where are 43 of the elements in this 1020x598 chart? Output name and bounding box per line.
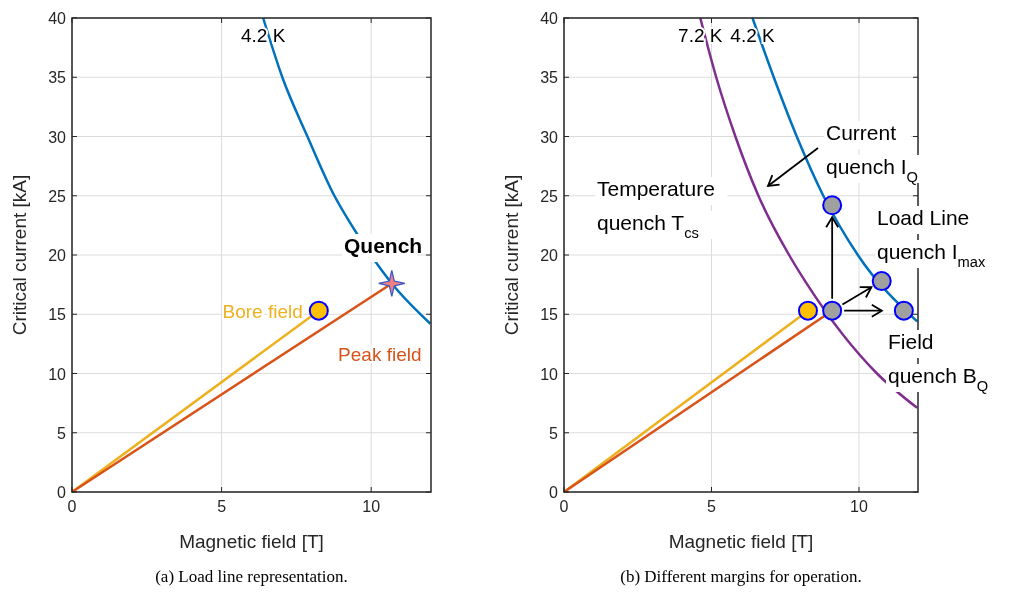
point: [797, 300, 818, 321]
annotation: Temperature quench T$_{cs}$: [597, 177, 715, 241]
y-tick-label: 40: [540, 10, 559, 27]
point: [822, 195, 843, 216]
x-tick-label: 5: [217, 498, 227, 515]
text: (a) Load line representation.: [155, 567, 348, 586]
y-tick-label: 30: [540, 128, 559, 146]
annotation: Current quench I$_{Q}$: [826, 121, 919, 185]
y-tick-label: 35: [48, 69, 67, 87]
y-axis-title: Critical current [kA]: [501, 174, 522, 336]
y-tick-label: 25: [48, 187, 67, 205]
y-tick-label: 15: [48, 306, 67, 324]
y-tick-label: 40: [48, 10, 67, 27]
y-tick-label: 35: [540, 69, 559, 87]
x-axis-title: Magnetic field [T]: [668, 531, 814, 552]
series-label: 4.2 K: [730, 25, 776, 46]
y-tick-label: 10: [48, 365, 67, 383]
y-tick-label: 5: [57, 424, 67, 442]
y-tick-label: 0: [57, 484, 67, 501]
y-axis-title: Critical current [kA]: [9, 174, 30, 336]
annotation: Load Line quench I$_{max}$: [877, 206, 986, 270]
y-tick-label: 10: [540, 365, 559, 383]
annotation: Quench: [344, 234, 423, 257]
x-tick-label: 5: [707, 498, 717, 515]
y-tick-label: 0: [549, 484, 559, 501]
x-axis-title: Magnetic field [T]: [179, 531, 324, 552]
y-tick-label: 30: [48, 128, 67, 146]
y-tick-label: 25: [540, 187, 559, 205]
point: [893, 300, 914, 321]
series-label: 7.2 K: [678, 25, 723, 46]
series-label: Peak field: [338, 344, 422, 366]
y-tick-label: 5: [549, 424, 559, 442]
x-tick-label: 10: [850, 498, 868, 515]
x-tick-label: 10: [362, 498, 381, 515]
point: [871, 271, 892, 292]
annotation: Field quench B$_{Q}$: [888, 330, 989, 394]
y-tick-label: 15: [540, 306, 559, 324]
text: (b) Different margins for operation.: [620, 567, 862, 586]
y-tick-label: 20: [540, 247, 559, 264]
series-label: 4.2 K: [240, 25, 286, 46]
series-label: Bore field: [222, 300, 303, 322]
y-tick-label: 20: [48, 247, 67, 264]
point: [822, 300, 843, 321]
